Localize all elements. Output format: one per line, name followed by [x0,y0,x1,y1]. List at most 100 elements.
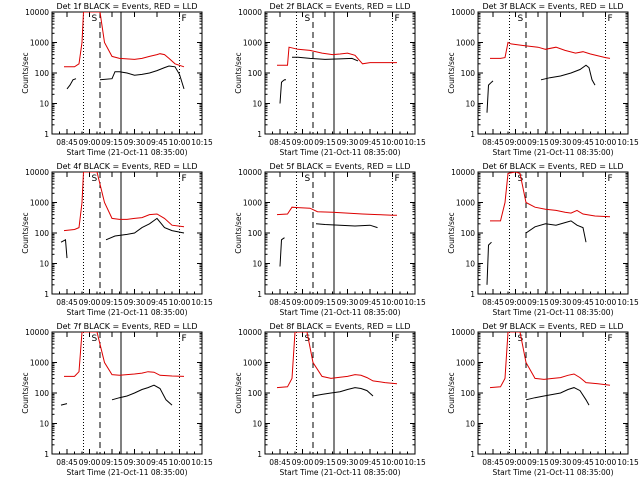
y-tick-label: 10000 [451,8,475,17]
panel-title: Det 6f BLACK = Events, RED = LLD [482,162,623,171]
x-tick-label: 10:00 [169,458,191,467]
x-axis-label: Start Time (21-Oct-11 08:35:00) [492,468,613,477]
lld-series-line [64,332,185,377]
x-tick-label: 10:15 [617,298,639,307]
y-tick-label: 1 [257,450,262,459]
y-tick-label: 1000 [456,199,475,208]
y-tick-label: 1000 [243,39,262,48]
events-series-line [60,384,173,406]
flag-label: S [518,174,524,184]
y-tick-label: 1 [257,290,262,299]
x-tick-label: 09:00 [292,298,314,307]
flag-label: S [92,14,98,24]
x-tick-label: 09:45 [359,298,381,307]
flag-label: F [182,14,187,24]
flag-label: S [305,14,311,24]
y-tick-label: 10000 [25,168,49,177]
y-tick-label: 10 [465,260,475,269]
x-axis-label: Start Time (21-Oct-11 08:35:00) [279,308,400,317]
x-tick-label: 09:45 [146,458,168,467]
y-tick-label: 100 [248,69,263,78]
x-tick-label: 10:00 [595,458,617,467]
x-tick-label: 08:45 [269,458,291,467]
x-tick-label: 09:15 [314,298,336,307]
y-tick-label: 100 [461,389,476,398]
y-tick-label: 1000 [30,199,49,208]
x-tick-label: 10:15 [191,458,213,467]
x-tick-label: 09:45 [146,138,168,147]
panel-det-2: Det 2f BLACK = Events, RED = LLD 1 10 100 10… [234,2,426,157]
x-axis-label: Start Time (21-Oct-11 08:35:00) [492,148,613,157]
y-tick-label: 10000 [25,8,49,17]
x-tick-label: 09:00 [79,458,101,467]
lld-series-line [63,172,185,232]
y-tick-label: 100 [35,389,50,398]
y-tick-label: 1 [470,290,475,299]
y-axis-label: Counts/sec [234,212,243,253]
x-axis-label: Start Time (21-Oct-11 08:35:00) [66,468,187,477]
x-tick-label: 09:30 [337,458,359,467]
panel-det-5: Det 5f BLACK = Events, RED = LLD 1 10 100 10… [234,162,426,317]
flag-label: F [395,334,400,344]
panel-det-7: Det 7f BLACK = Events, RED = LLD 1 10 100 10… [21,322,213,477]
lld-series-line [64,12,185,68]
x-tick-label: 08:45 [269,298,291,307]
flag-label: F [608,334,613,344]
x-tick-label: 08:45 [56,458,78,467]
x-tick-label: 10:00 [382,458,404,467]
x-tick-label: 10:15 [404,138,426,147]
panel-det-1: Det 1f BLACK = Events, RED = LLD 1 10 100 10… [21,2,213,157]
flag-label: F [395,174,400,184]
y-axis-label: Counts/sec [447,372,456,413]
x-tick-label: 08:45 [56,298,78,307]
events-series-line [66,65,185,90]
y-tick-label: 1000 [243,359,262,368]
x-tick-label: 10:00 [169,298,191,307]
y-tick-label: 100 [35,229,50,238]
x-axis-label: Start Time (21-Oct-11 08:35:00) [279,468,400,477]
y-tick-label: 1000 [243,199,262,208]
x-tick-label: 08:45 [269,138,291,147]
x-tick-label: 08:45 [482,298,504,307]
y-tick-label: 10000 [238,328,262,337]
lld-series-line [277,46,397,66]
flag-label: S [92,334,98,344]
x-tick-label: 08:45 [482,138,504,147]
y-tick-label: 100 [35,69,50,78]
x-tick-label: 09:30 [550,458,572,467]
events-series-line [525,387,590,406]
x-tick-label: 09:00 [505,298,527,307]
lld-series-line [276,206,397,216]
y-axis-label: Counts/sec [447,212,456,253]
x-tick-label: 09:00 [79,298,101,307]
lld-series-line [490,172,611,222]
x-tick-label: 09:15 [314,138,336,147]
y-tick-label: 100 [461,229,476,238]
x-tick-label: 09:30 [124,458,146,467]
x-axis-label: Start Time (21-Oct-11 08:35:00) [66,308,187,317]
x-axis-label: Start Time (21-Oct-11 08:35:00) [66,148,187,157]
x-tick-label: 10:00 [595,298,617,307]
y-tick-label: 100 [461,69,476,78]
y-axis-label: Counts/sec [21,372,30,413]
panel-title: Det 3f BLACK = Events, RED = LLD [482,2,623,11]
events-series-line [486,64,596,113]
x-tick-label: 09:30 [550,138,572,147]
panel-title: Det 4f BLACK = Events, RED = LLD [56,162,197,171]
lld-series-line [489,332,611,389]
flag-label: S [518,334,524,344]
y-tick-label: 10 [39,420,49,429]
x-tick-label: 09:45 [572,458,594,467]
panel-det-4: Det 4f BLACK = Events, RED = LLD 1 10 100 10… [21,162,213,317]
flag-label: F [182,174,187,184]
y-tick-label: 10000 [238,168,262,177]
y-tick-label: 10000 [25,328,49,337]
x-tick-label: 09:15 [527,458,549,467]
x-tick-label: 09:15 [101,138,123,147]
x-tick-label: 10:15 [191,298,213,307]
x-tick-label: 10:15 [404,298,426,307]
y-tick-label: 10 [252,420,262,429]
y-tick-label: 10000 [451,168,475,177]
x-tick-label: 09:30 [124,138,146,147]
